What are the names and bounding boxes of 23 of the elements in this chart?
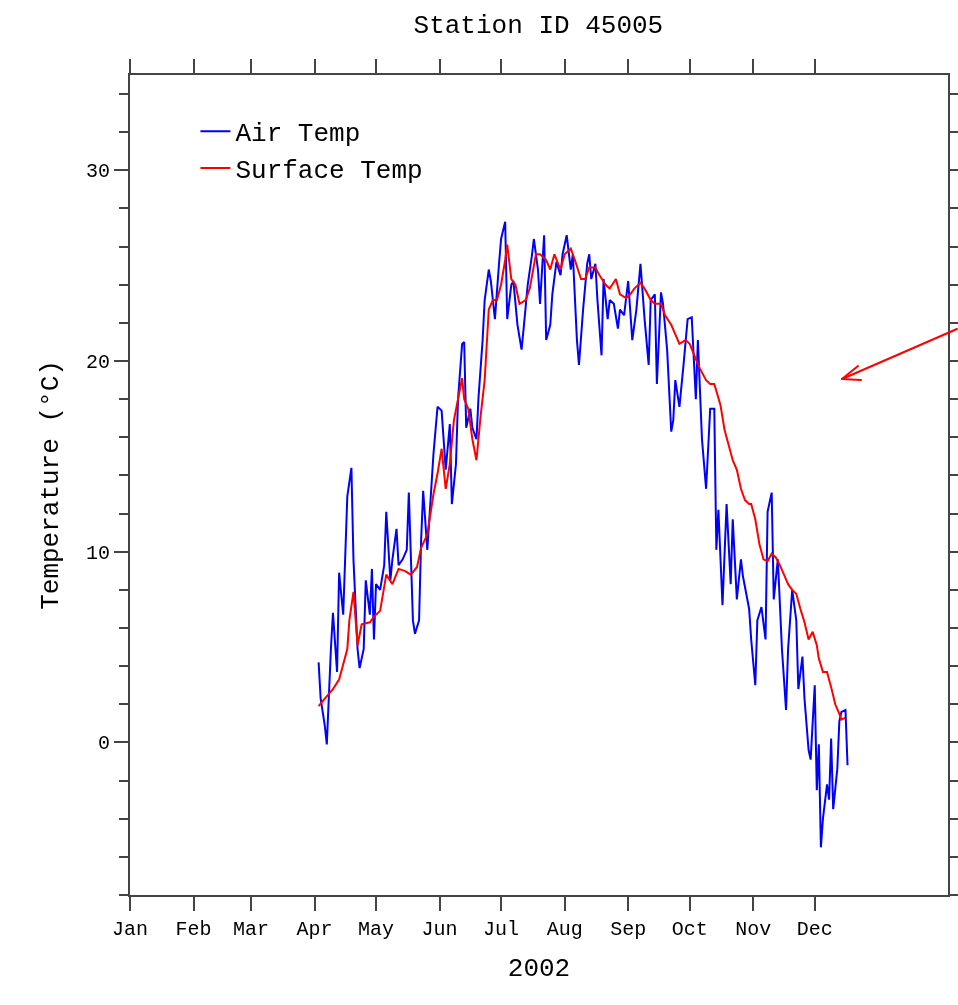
y-tick-label: 10 xyxy=(85,541,110,565)
line-series xyxy=(317,220,849,849)
x-tick-label: Dec xyxy=(796,918,833,941)
y-axis-title: Temperature (°C) xyxy=(35,360,66,610)
line-series xyxy=(317,243,847,721)
x-tick-label: Jan xyxy=(111,918,149,941)
y-tick-label: 30 xyxy=(85,160,110,184)
x-tick-label: Sep xyxy=(610,918,647,941)
x-tick-label: Jul xyxy=(483,918,520,941)
x-tick-label: Oct xyxy=(671,918,708,941)
x-tick-label: Apr xyxy=(296,918,333,941)
x-axis-title: 2002 xyxy=(507,954,571,985)
x-tick-label: Mar xyxy=(232,918,269,941)
x-tick-label: May xyxy=(358,918,395,941)
chart-title: Station ID 45005 xyxy=(413,11,664,42)
y-tick-label: 20 xyxy=(85,351,110,375)
y-tick-label: 0 xyxy=(97,732,110,756)
x-tick-label: Jun xyxy=(421,918,458,941)
x-tick-label: Nov xyxy=(735,918,772,941)
x-tick-label: Feb xyxy=(175,918,212,941)
legend-label: Surface Temp xyxy=(235,156,423,187)
legend-label: Air Temp xyxy=(235,119,361,150)
x-tick-label: Aug xyxy=(546,918,583,941)
